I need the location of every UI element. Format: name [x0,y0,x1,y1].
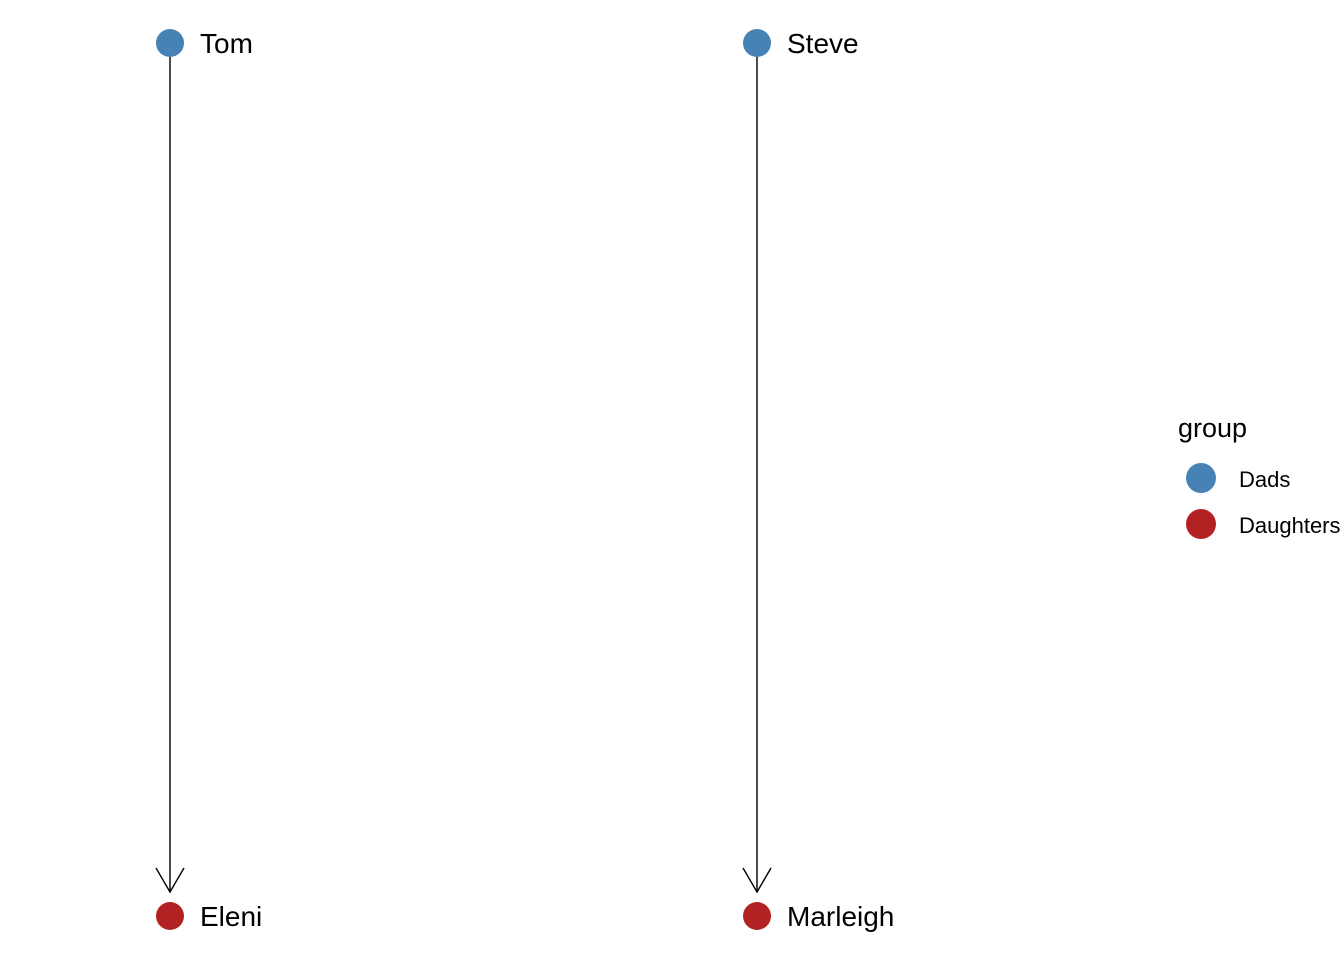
node-point [743,902,771,930]
node-eleni: Eleni [156,901,262,932]
edge-steve-marleigh [742,43,772,894]
legend-key [1186,509,1216,539]
node-label: Steve [787,28,859,59]
legend-title: group [1178,413,1247,443]
legend-items: Dads Daughters [1186,463,1341,539]
legend-label: Dads [1239,467,1290,492]
node-label: Eleni [200,901,262,932]
legend: group Dads Daughters [1178,413,1341,539]
legend-item-daughters: Daughters [1186,509,1341,539]
edge-arrowhead [742,867,772,894]
node-point [156,29,184,57]
nodes-layer: Tom Steve Eleni Marleigh [156,28,894,932]
legend-item-dads: Dads [1186,463,1290,493]
edge-tom-eleni [155,43,185,894]
node-label: Marleigh [787,901,894,932]
node-label: Tom [200,28,253,59]
node-tom: Tom [156,28,253,59]
edge-arrowhead [155,867,185,894]
edges-layer [155,43,772,894]
node-marleigh: Marleigh [743,901,894,932]
node-point [156,902,184,930]
legend-key [1186,463,1216,493]
node-point [743,29,771,57]
node-steve: Steve [743,28,859,59]
legend-label: Daughters [1239,513,1341,538]
